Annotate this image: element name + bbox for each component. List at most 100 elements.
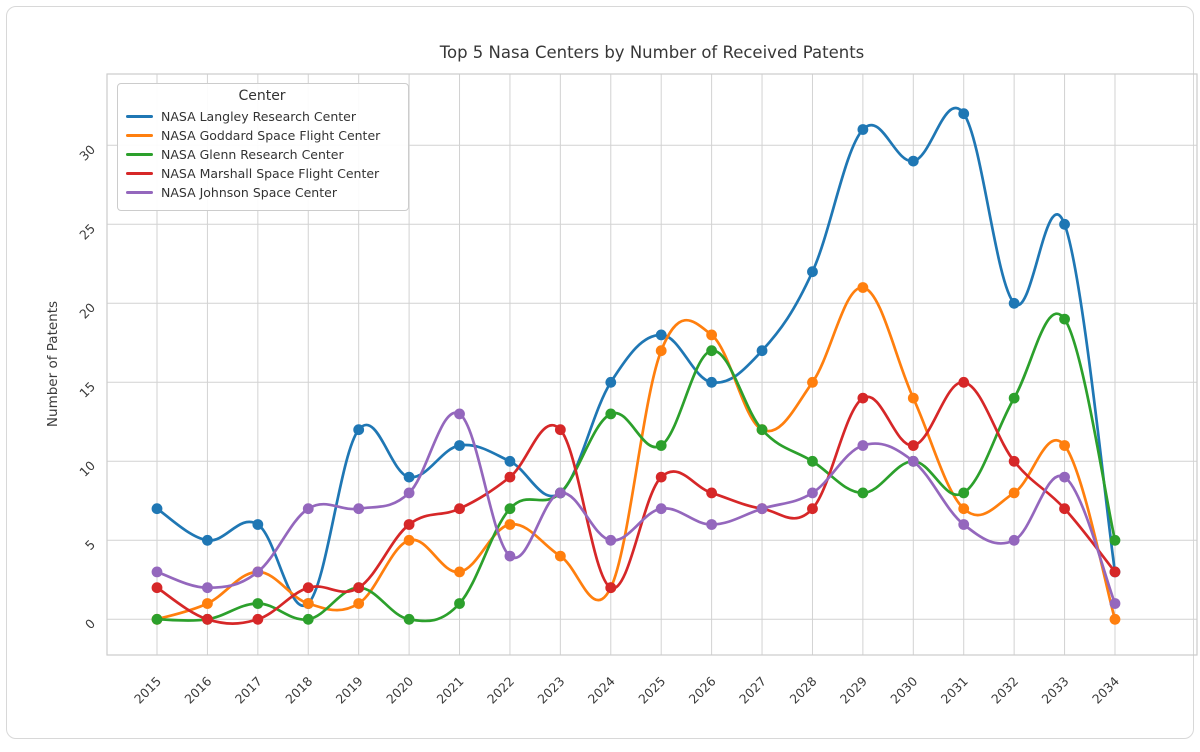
data-point-marker [807,377,818,388]
data-point-marker [505,551,516,562]
data-point-marker [1009,535,1020,546]
data-point-marker [656,345,667,356]
data-point-marker [656,330,667,341]
x-tick-label: 2021 [434,674,467,707]
data-point-marker [1059,219,1070,230]
legend: Center NASA Langley Research Center NASA… [117,83,409,211]
data-point-marker [1059,472,1070,483]
data-point-marker [605,377,616,388]
data-point-marker [1009,393,1020,404]
data-point-marker [505,472,516,483]
data-point-marker [706,488,717,499]
data-point-marker [303,598,314,609]
data-point-marker [505,456,516,467]
data-point-marker [958,108,969,119]
legend-line-swatch [126,191,153,194]
data-point-marker [706,519,717,530]
y-tick-label: 5 [82,537,98,553]
data-point-marker [454,440,465,451]
chart-card: Top 5 Nasa Centers by Number of Received… [6,6,1194,739]
data-point-marker [908,393,919,404]
legend-line-swatch [126,134,153,137]
data-point-marker [353,503,364,514]
data-point-marker [152,503,163,514]
data-point-marker [404,472,415,483]
data-point-marker [1110,567,1121,578]
data-point-marker [757,503,768,514]
data-point-marker [1110,598,1121,609]
data-point-marker [454,567,465,578]
legend-item: NASA Glenn Research Center [126,145,398,164]
y-tick-label: 15 [76,379,98,401]
data-point-marker [303,503,314,514]
data-point-marker [454,503,465,514]
y-tick-label: 20 [76,300,98,322]
series-line [157,413,1115,604]
data-point-marker [857,488,868,499]
data-point-marker [303,614,314,625]
data-point-marker [252,614,263,625]
legend-line-swatch [126,153,153,156]
x-tick-label: 2029 [837,673,870,706]
data-point-marker [353,424,364,435]
data-point-marker [454,598,465,609]
data-point-marker [202,535,213,546]
x-tick-label: 2022 [484,674,517,707]
x-tick-label: 2031 [938,674,971,707]
legend-item-label: NASA Langley Research Center [161,109,356,124]
data-point-marker [857,393,868,404]
legend-item: NASA Johnson Space Center [126,183,398,202]
y-tick-label: 0 [82,616,98,632]
data-point-marker [706,330,717,341]
x-tick-label: 2033 [1039,674,1072,707]
x-tick-label: 2016 [181,673,214,706]
x-tick-label: 2023 [534,674,567,707]
data-point-marker [404,488,415,499]
data-point-marker [1059,503,1070,514]
x-tick-label: 2020 [383,673,416,706]
data-point-marker [807,503,818,514]
x-tick-label: 2018 [282,673,315,706]
data-point-marker [857,282,868,293]
series-nasa-johnson-space-center [152,409,1121,609]
x-tick-label: 2026 [686,673,719,706]
legend-item-label: NASA Johnson Space Center [161,185,337,200]
x-tick-label: 2025 [635,674,668,707]
data-point-marker [252,567,263,578]
data-point-marker [303,582,314,593]
data-point-marker [605,409,616,420]
data-point-marker [1009,456,1020,467]
data-point-marker [857,440,868,451]
data-point-marker [505,519,516,530]
x-tick-label: 2032 [988,674,1021,707]
data-point-marker [807,488,818,499]
data-point-marker [807,456,818,467]
data-point-marker [908,156,919,167]
x-tick-label: 2027 [736,674,769,707]
data-point-marker [1009,298,1020,309]
data-point-marker [404,519,415,530]
data-point-marker [202,598,213,609]
data-point-marker [958,488,969,499]
data-point-marker [353,598,364,609]
legend-item: NASA Langley Research Center [126,107,398,126]
legend-item: NASA Goddard Space Flight Center [126,126,398,145]
data-point-marker [252,598,263,609]
x-tick-label: 2015 [131,674,164,707]
data-point-marker [706,377,717,388]
data-point-marker [757,424,768,435]
series-nasa-goddard-space-flight-center [152,282,1121,625]
data-point-marker [555,551,566,562]
legend-line-swatch [126,172,153,175]
data-point-marker [152,582,163,593]
data-point-marker [1009,488,1020,499]
data-point-marker [353,582,364,593]
y-tick-label: 30 [76,142,98,164]
y-tick-label: 10 [76,458,98,480]
data-point-marker [152,614,163,625]
x-tick-label: 2028 [786,673,819,706]
data-point-marker [908,440,919,451]
data-point-marker [454,409,465,420]
legend-line-swatch [126,115,153,118]
legend-item: NASA Marshall Space Flight Center [126,164,398,183]
